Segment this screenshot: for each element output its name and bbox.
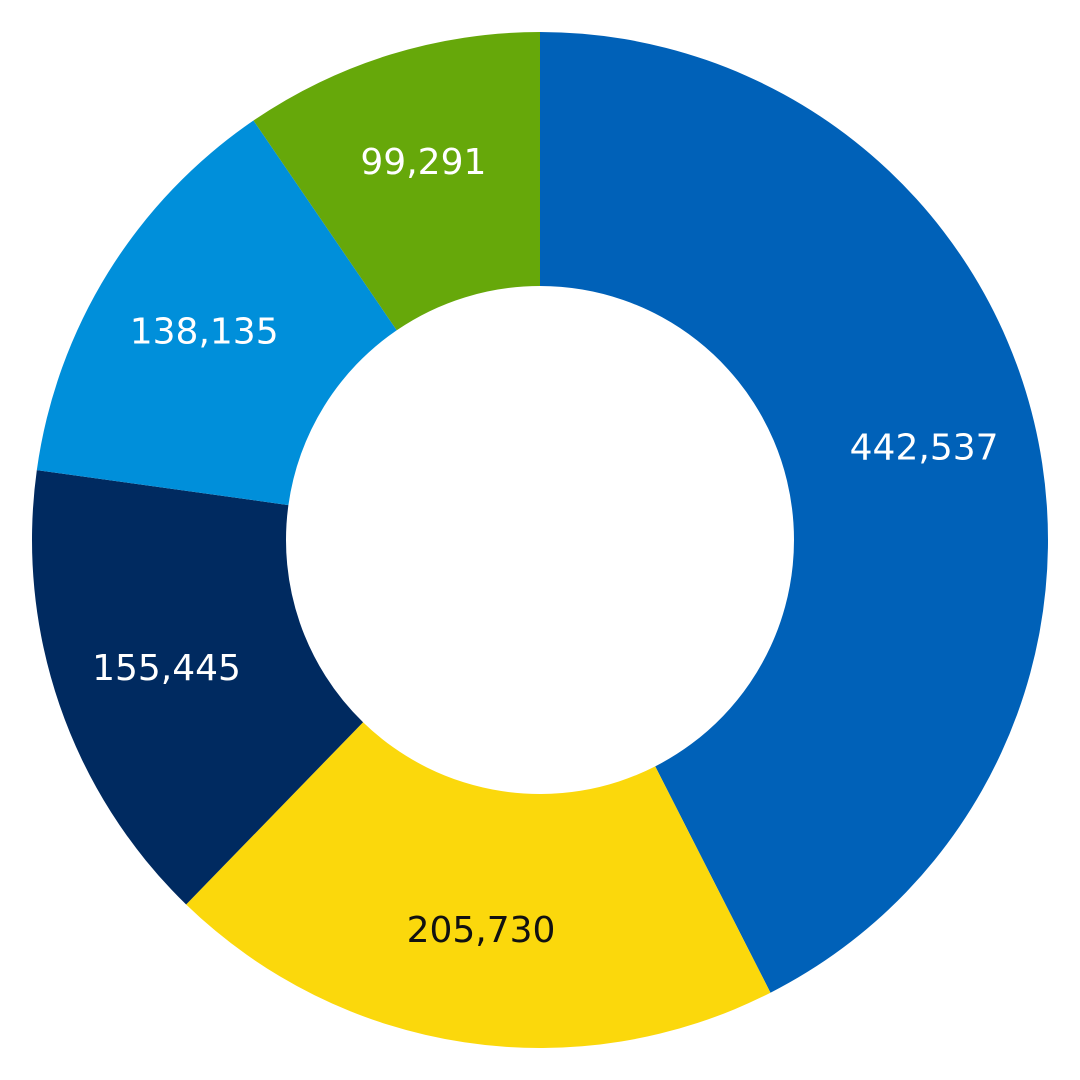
donut-labels: 442,537 205,730 155,445 138,135 99,291 — [92, 142, 998, 951]
slice-label-2: 205,730 — [407, 910, 556, 951]
slice-label-3: 155,445 — [92, 648, 241, 689]
donut-slice-2 — [186, 722, 771, 1048]
slice-label-1: 442,537 — [850, 427, 999, 468]
donut-slice-3 — [31, 470, 364, 905]
slice-label-4: 138,135 — [130, 311, 279, 352]
donut-slice-1 — [540, 32, 1049, 993]
slice-label-5: 99,291 — [360, 142, 486, 183]
donut-slice-5 — [253, 32, 540, 331]
donut-slices — [31, 32, 1049, 1048]
donut-slice-4 — [36, 120, 397, 506]
